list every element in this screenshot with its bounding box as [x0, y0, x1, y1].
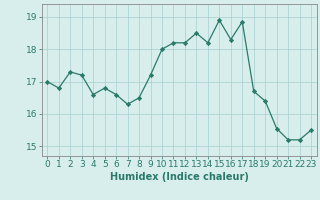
X-axis label: Humidex (Indice chaleur): Humidex (Indice chaleur) — [110, 172, 249, 182]
